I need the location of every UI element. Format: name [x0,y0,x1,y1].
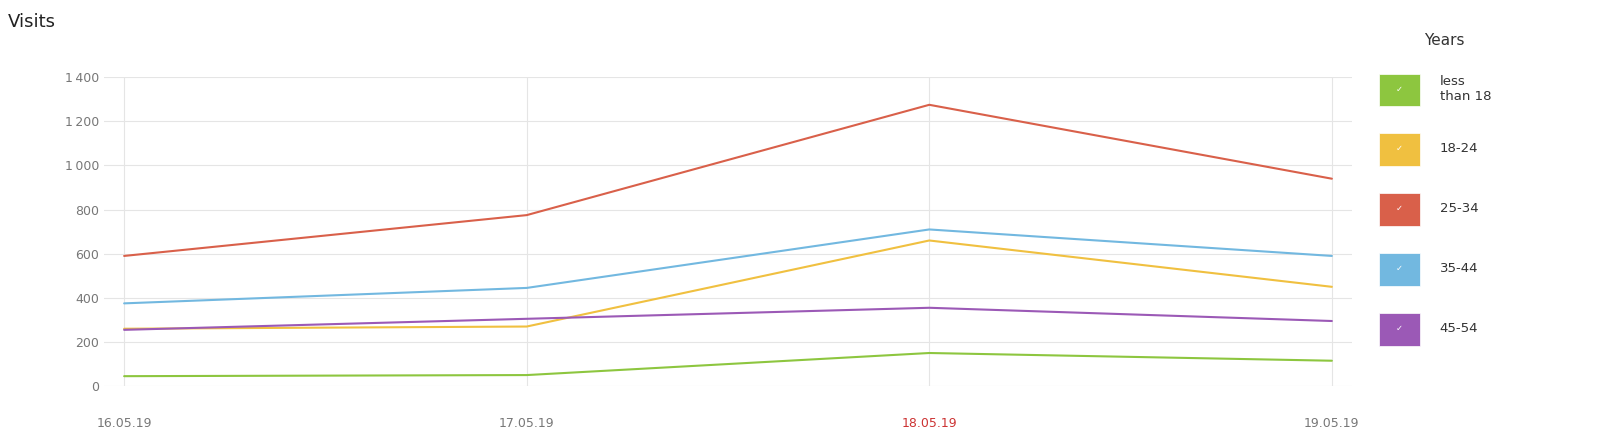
Text: ✓: ✓ [1395,264,1403,273]
FancyBboxPatch shape [1379,133,1419,166]
Text: ✓: ✓ [1395,204,1403,213]
FancyBboxPatch shape [1379,193,1419,226]
Text: 19.05.19: 19.05.19 [1304,417,1360,429]
Text: ✓: ✓ [1395,324,1403,333]
Text: 18.05.19: 18.05.19 [901,417,957,429]
Text: 45-54: 45-54 [1440,322,1478,335]
FancyBboxPatch shape [1379,74,1419,106]
Text: ✓: ✓ [1395,145,1403,153]
Text: 18-24: 18-24 [1440,142,1478,155]
FancyBboxPatch shape [1379,253,1419,286]
Text: Visits: Visits [8,13,56,31]
FancyBboxPatch shape [1379,313,1419,346]
Text: less
than 18: less than 18 [1440,75,1491,103]
Text: 16.05.19: 16.05.19 [96,417,152,429]
Text: ✓: ✓ [1395,85,1403,94]
Text: 35-44: 35-44 [1440,262,1478,275]
Text: 17.05.19: 17.05.19 [499,417,555,429]
Text: 25-34: 25-34 [1440,202,1478,215]
Text: Years: Years [1424,33,1464,48]
